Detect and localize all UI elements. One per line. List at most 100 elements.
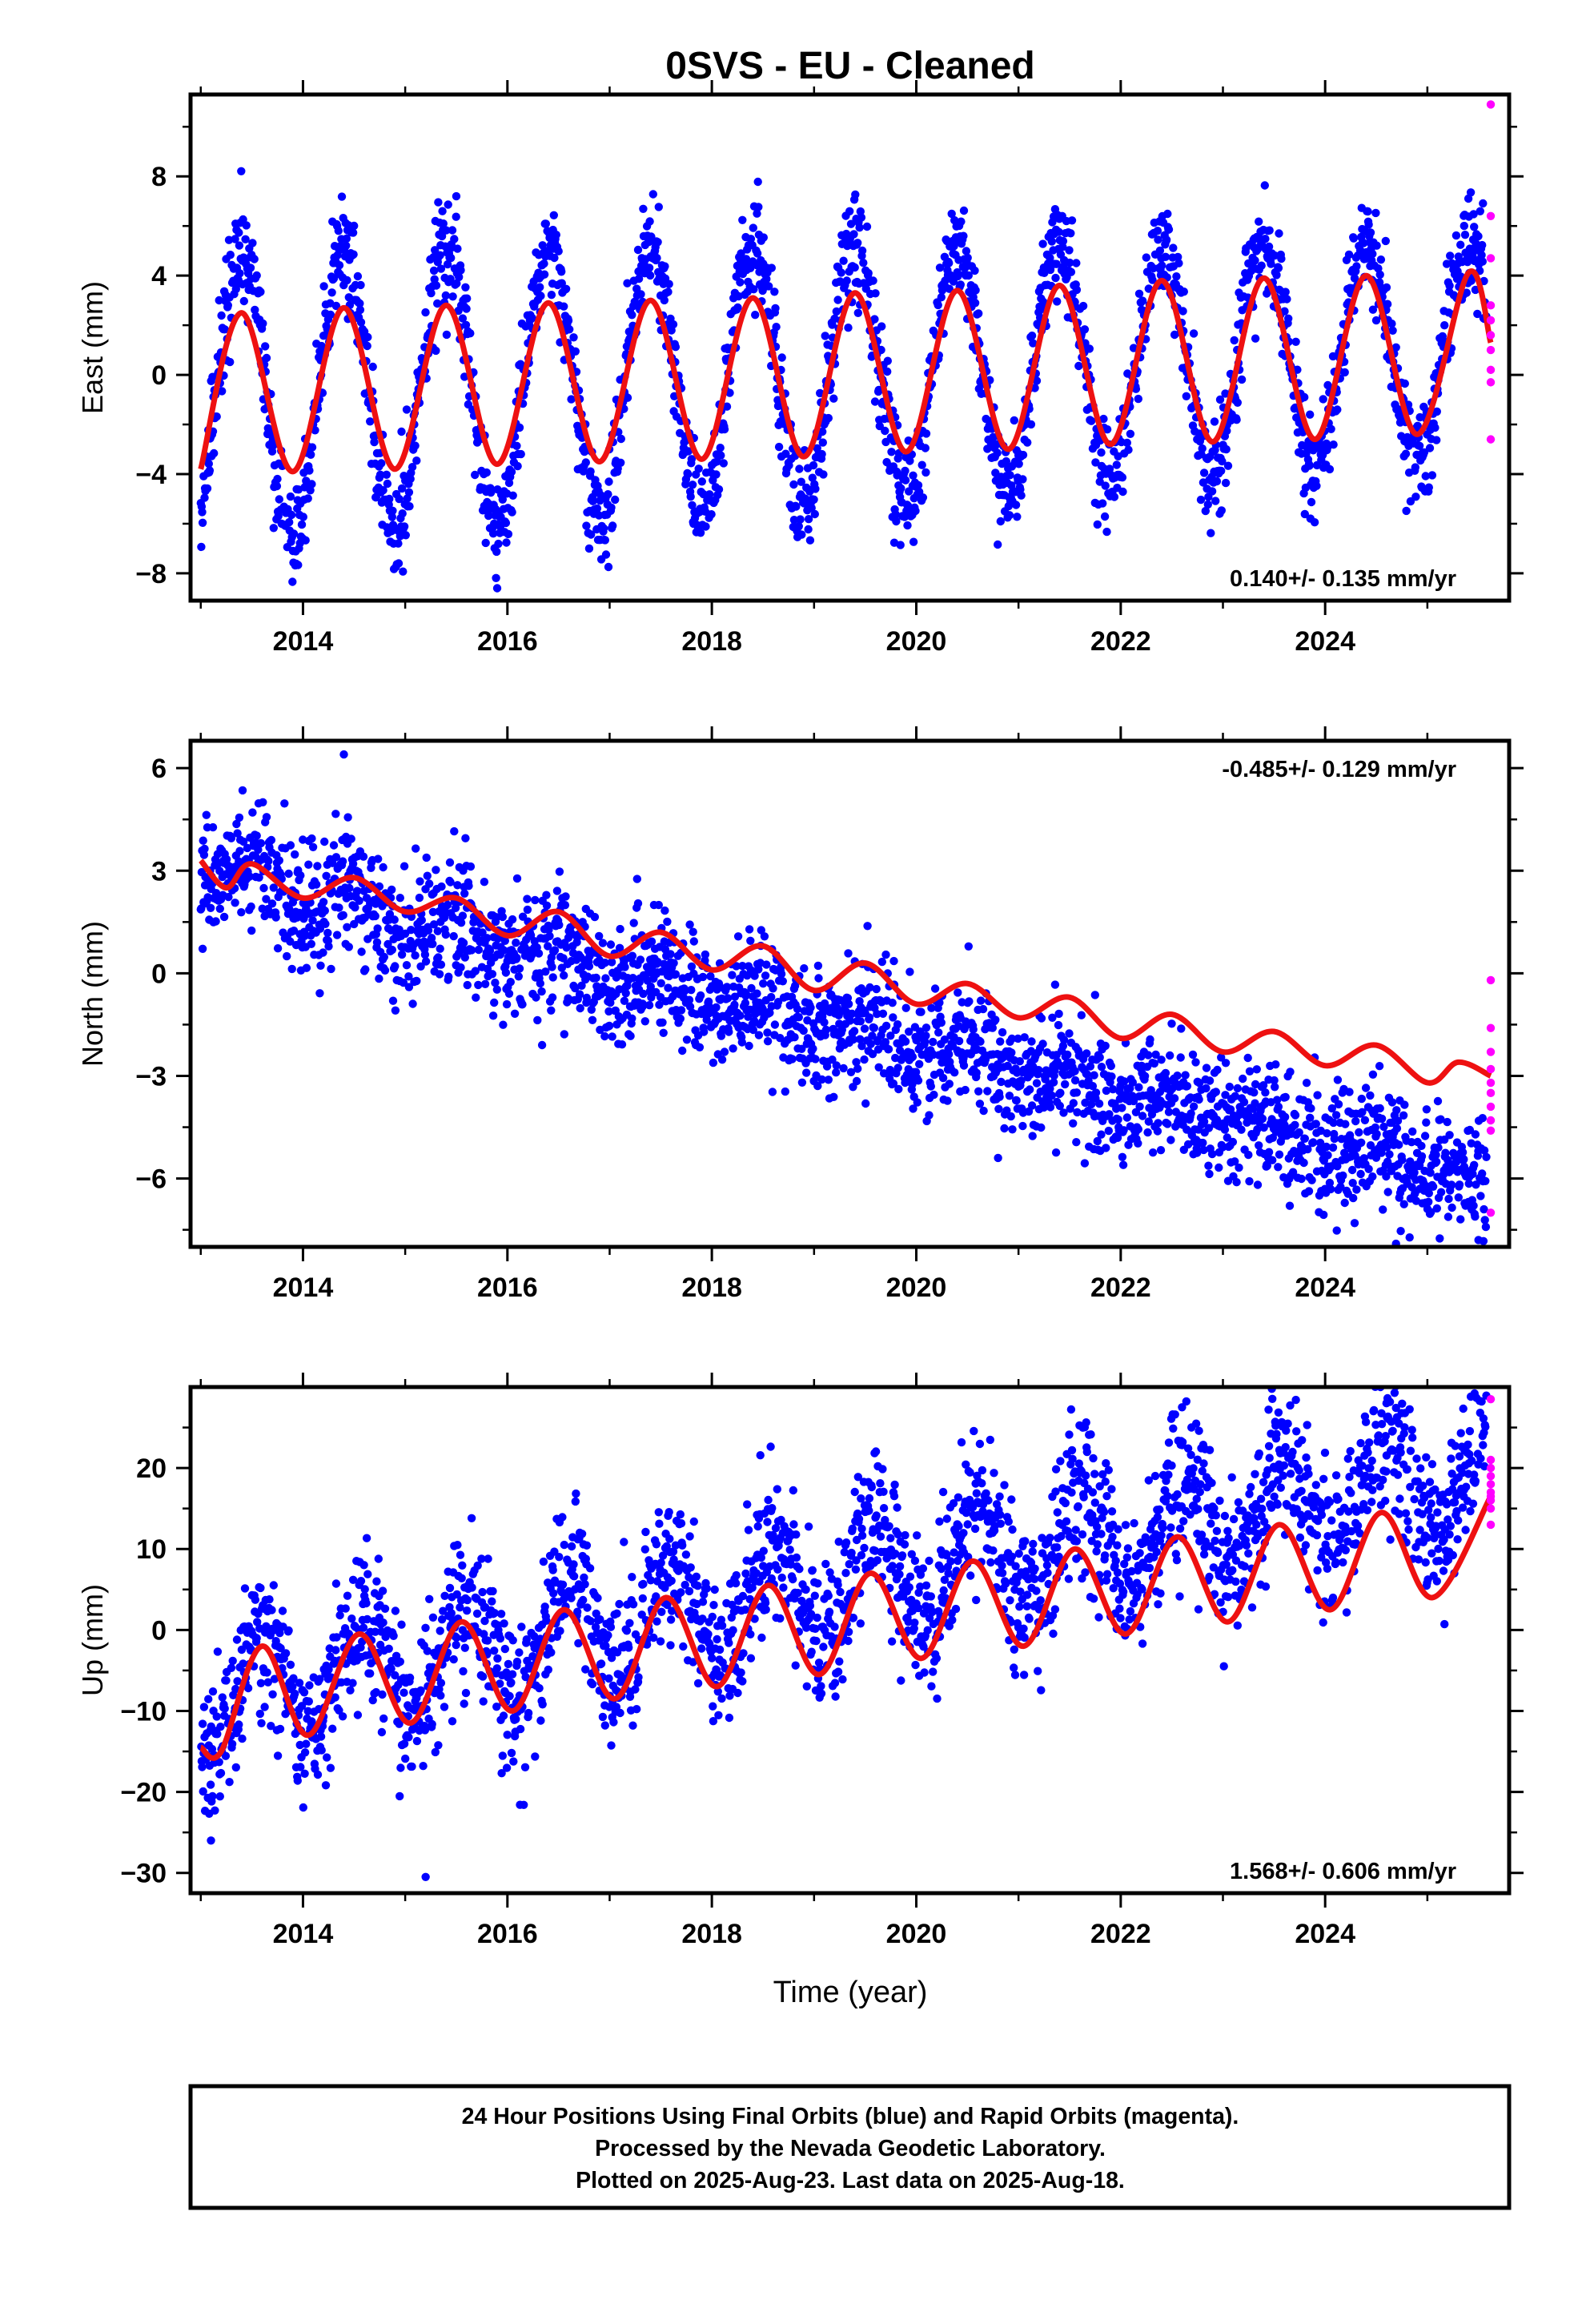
- figure-title: 0SVS - EU - Cleaned: [665, 45, 1034, 87]
- final-orbit-point: [316, 961, 325, 971]
- final-orbit-point: [307, 939, 315, 949]
- final-orbit-point: [934, 1028, 943, 1037]
- final-orbit-point: [794, 522, 803, 531]
- final-orbit-point: [753, 177, 762, 187]
- final-orbit-point: [557, 267, 566, 276]
- final-orbit-point: [571, 983, 580, 993]
- final-orbit-point: [852, 1076, 861, 1086]
- final-orbit-point: [383, 479, 392, 489]
- final-orbit-point: [1479, 199, 1488, 208]
- final-orbit-point: [455, 272, 464, 282]
- final-orbit-point: [866, 1039, 875, 1048]
- final-orbit-point: [1468, 1169, 1477, 1179]
- final-orbit-point: [1387, 1098, 1397, 1107]
- final-orbit-point: [1286, 1068, 1295, 1076]
- final-orbit-point: [1205, 1169, 1214, 1179]
- final-orbit-point: [1102, 1086, 1111, 1096]
- final-orbit-point: [359, 852, 368, 861]
- final-orbit-point: [903, 521, 912, 530]
- final-orbit-point: [1319, 1210, 1328, 1220]
- final-orbit-point: [239, 837, 248, 846]
- final-orbit-point: [269, 883, 278, 892]
- final-orbit-point: [1466, 188, 1476, 197]
- final-orbit-point: [846, 219, 856, 228]
- final-orbit-point: [1315, 1138, 1325, 1148]
- final-orbit-point: [753, 989, 761, 998]
- final-orbit-point: [283, 951, 291, 961]
- final-orbit-point: [595, 931, 604, 941]
- final-orbit-point: [1333, 1076, 1343, 1084]
- final-orbit-point: [1023, 438, 1032, 447]
- final-orbit-point: [757, 926, 765, 935]
- final-orbit-point: [308, 916, 317, 925]
- final-orbit-point: [536, 292, 545, 300]
- final-orbit-point: [648, 190, 657, 199]
- final-orbit-point: [1203, 500, 1213, 509]
- final-orbit-point: [1014, 1034, 1022, 1043]
- final-orbit-point: [891, 510, 901, 519]
- final-orbit-point: [395, 494, 404, 504]
- x-tick-label: 2020: [886, 1273, 947, 1303]
- final-orbit-point: [564, 316, 573, 325]
- final-orbit-point: [993, 448, 1002, 457]
- final-orbit-point: [1059, 1108, 1068, 1117]
- final-orbit-point: [849, 1027, 859, 1035]
- final-orbit-point: [357, 947, 366, 956]
- final-orbit-point: [1172, 272, 1181, 281]
- final-orbit-point: [1054, 227, 1063, 236]
- final-orbit-point: [1263, 1161, 1272, 1171]
- final-orbit-point: [601, 974, 610, 983]
- final-orbit-point: [871, 289, 880, 298]
- final-orbit-point: [1344, 250, 1354, 259]
- final-orbit-point: [1311, 1120, 1321, 1128]
- final-orbit-point: [285, 517, 294, 527]
- final-orbit-point: [921, 429, 931, 438]
- final-orbit-point: [855, 223, 864, 232]
- final-orbit-point: [1272, 271, 1281, 279]
- final-orbit-point: [223, 301, 232, 310]
- final-orbit-point: [252, 271, 261, 280]
- final-orbit-point: [1323, 444, 1332, 452]
- final-orbit-point: [1085, 344, 1094, 353]
- final-orbit-point: [883, 367, 892, 376]
- final-orbit-point: [925, 1111, 934, 1120]
- final-orbit-point: [435, 970, 444, 979]
- rapid-orbit-point: [1486, 254, 1496, 263]
- final-orbit-point: [607, 958, 616, 967]
- final-orbit-point: [1264, 242, 1274, 251]
- final-orbit-point: [954, 271, 962, 281]
- final-orbit-point: [1432, 1157, 1441, 1166]
- final-orbit-point: [937, 1018, 946, 1027]
- final-orbit-point: [877, 322, 886, 331]
- final-orbit-point: [604, 490, 612, 499]
- final-orbit-point: [1478, 1169, 1487, 1178]
- final-orbit-point: [696, 529, 705, 537]
- final-orbit-point: [909, 537, 918, 546]
- final-orbit-point: [1223, 461, 1233, 470]
- final-orbit-point: [504, 989, 514, 999]
- final-orbit-point: [1211, 1088, 1221, 1096]
- final-orbit-point: [1472, 1180, 1480, 1189]
- y-tick-label: 0: [151, 959, 167, 989]
- final-orbit-point: [1284, 314, 1293, 323]
- rapid-orbit-point: [1486, 1078, 1496, 1088]
- final-orbit-point: [588, 1015, 597, 1025]
- final-orbit-point: [817, 1075, 826, 1084]
- final-orbit-point: [231, 899, 239, 907]
- final-orbit-point: [1433, 1096, 1443, 1106]
- final-orbit-point: [1143, 1128, 1152, 1137]
- final-orbit-point: [1237, 1125, 1246, 1134]
- final-orbit-point: [844, 949, 853, 958]
- final-orbit-point: [480, 979, 490, 989]
- x-tick-label: 2018: [681, 1273, 742, 1303]
- final-orbit-point: [736, 1011, 745, 1020]
- final-orbit-point: [349, 250, 358, 259]
- final-orbit-point: [1300, 1134, 1310, 1144]
- final-orbit-point: [1199, 1117, 1209, 1126]
- final-orbit-point: [1120, 1077, 1129, 1086]
- final-orbit-point: [950, 1068, 959, 1077]
- final-orbit-point: [498, 495, 507, 504]
- final-orbit-point: [652, 254, 661, 263]
- final-orbit-point: [421, 957, 431, 966]
